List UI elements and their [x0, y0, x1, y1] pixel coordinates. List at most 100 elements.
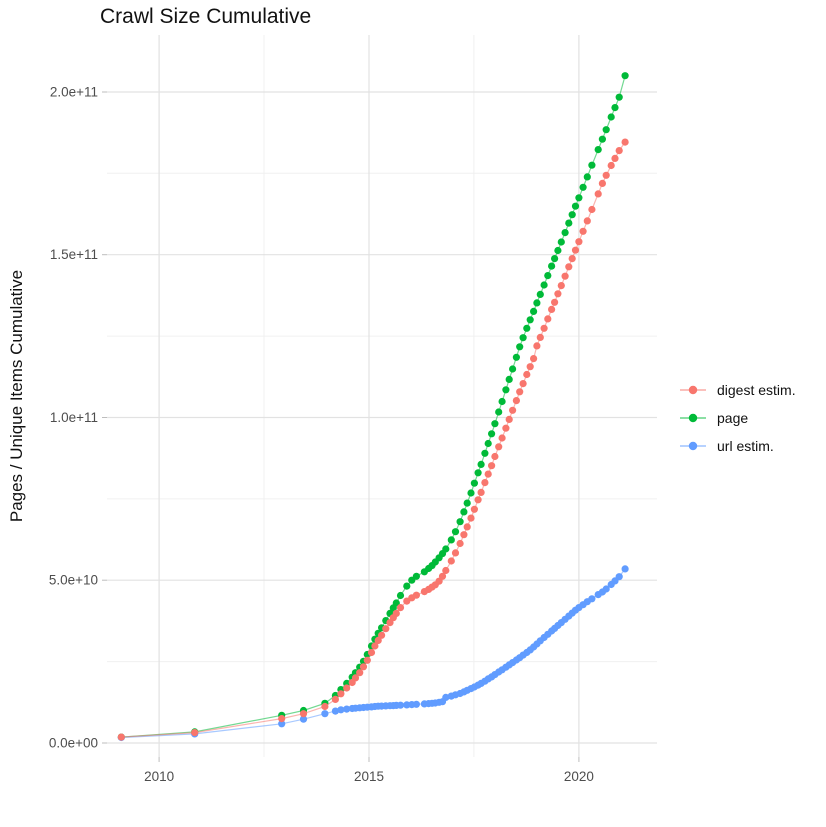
data-point-page [607, 113, 615, 121]
y-tick-label: 2.0e+11 [50, 85, 98, 100]
data-point-digest-estim- [278, 715, 286, 723]
data-point-page [526, 316, 534, 324]
legend-point-swatch [688, 441, 698, 451]
data-point-digest-estim- [481, 479, 489, 487]
data-point-digest-estim- [498, 434, 506, 442]
data-point-page [516, 343, 524, 351]
data-point-page [470, 479, 478, 487]
data-point-page [456, 518, 464, 526]
data-point-page [554, 246, 562, 255]
data-point-digest-estim- [540, 324, 548, 332]
data-point-page [594, 146, 602, 154]
data-point-digest-estim- [359, 663, 368, 671]
data-point-url-estim- [343, 705, 351, 713]
data-point-page [442, 545, 450, 553]
data-point-page [523, 324, 531, 332]
legend-point-swatch [688, 385, 698, 395]
data-point-digest-estim- [321, 702, 329, 711]
data-point-digest-estim- [374, 636, 382, 645]
data-point-digest-estim- [548, 305, 556, 313]
data-point-page [451, 528, 460, 536]
x-tick-label: 2010 [144, 769, 174, 784]
data-point-page [519, 334, 527, 342]
data-point-digest-estim- [456, 539, 464, 548]
data-point-digest-estim- [491, 452, 499, 461]
data-point-digest-estim- [611, 154, 619, 162]
data-point-digest-estim- [463, 523, 471, 531]
data-point-page [484, 439, 492, 448]
data-point-digest-estim- [516, 388, 524, 396]
data-point-digest-estim- [544, 315, 552, 323]
data-point-page [481, 449, 489, 457]
x-tick-label: 2015 [354, 769, 384, 784]
data-point-digest-estim- [356, 669, 364, 677]
data-point-digest-estim- [526, 363, 534, 371]
data-point-digest-estim- [474, 496, 482, 504]
data-point-digest-estim- [536, 333, 544, 341]
data-point-digest-estim- [554, 290, 562, 298]
y-tick-label: 1.0e+11 [50, 410, 98, 425]
data-point-url-estim- [588, 595, 596, 603]
data-point-digest-estim- [488, 462, 496, 470]
data-point-page [474, 469, 482, 477]
legend-key-page [680, 413, 706, 423]
data-point-digest-estim- [594, 190, 602, 198]
data-point-page [460, 508, 468, 516]
data-point-page [491, 420, 499, 428]
data-point-url-estim- [412, 700, 420, 708]
legend-item-digest-estim: digest estim. [678, 380, 796, 400]
data-point-page [544, 272, 552, 280]
data-point-page [611, 104, 619, 112]
data-point-digest-estim- [117, 733, 125, 741]
data-point-url-estim- [337, 706, 345, 714]
data-point-digest-estim- [583, 217, 591, 225]
data-point-digest-estim- [519, 380, 527, 388]
data-point-digest-estim- [467, 514, 475, 522]
data-point-digest-estim- [351, 674, 360, 682]
data-point-digest-estim- [579, 227, 587, 235]
data-point-url-estim- [278, 720, 286, 728]
data-point-digest-estim- [343, 684, 351, 692]
data-point-page [540, 281, 548, 289]
data-point-digest-estim- [396, 604, 405, 612]
legend: digest estim. page url estim. [678, 380, 796, 464]
data-point-digest-estim- [508, 406, 517, 414]
data-point-page [615, 93, 623, 101]
data-point-page [392, 599, 400, 607]
data-point-page [551, 255, 559, 263]
data-point-page [565, 219, 573, 227]
data-point-url-estim- [396, 701, 405, 709]
data-point-digest-estim- [460, 531, 468, 539]
legend-label: page [717, 410, 749, 426]
legend-item-page: page [678, 408, 796, 428]
data-point-digest-estim- [438, 572, 447, 580]
y-tick-label: 1.5e+11 [50, 247, 98, 262]
data-point-digest-estim- [191, 729, 199, 737]
data-point-page [602, 126, 610, 134]
data-point-digest-estim- [568, 255, 576, 263]
data-point-digest-estim- [575, 238, 583, 246]
data-point-digest-estim- [530, 355, 538, 363]
data-point-digest-estim- [363, 656, 371, 664]
data-point-digest-estim- [598, 179, 607, 187]
data-point-page [530, 307, 538, 315]
data-point-page [598, 135, 607, 143]
data-point-page [396, 591, 405, 600]
chart-title: Crawl Size Cumulative [100, 5, 312, 28]
data-point-page [579, 183, 587, 191]
data-point-page [533, 299, 541, 307]
x-tick-label: 2020 [564, 769, 594, 784]
data-point-digest-estim- [442, 566, 450, 575]
data-point-digest-estim- [367, 648, 376, 657]
data-point-digest-estim- [557, 282, 565, 290]
data-point-page [403, 582, 411, 590]
data-point-digest-estim- [371, 642, 379, 650]
data-point-digest-estim- [392, 609, 400, 618]
data-point-digest-estim- [523, 370, 531, 379]
data-point-page [498, 397, 506, 406]
data-point-digest-estim- [621, 138, 629, 146]
y-tick-label: 0.0e+00 [49, 736, 98, 751]
data-point-page [621, 72, 629, 80]
data-point-page [548, 262, 556, 270]
